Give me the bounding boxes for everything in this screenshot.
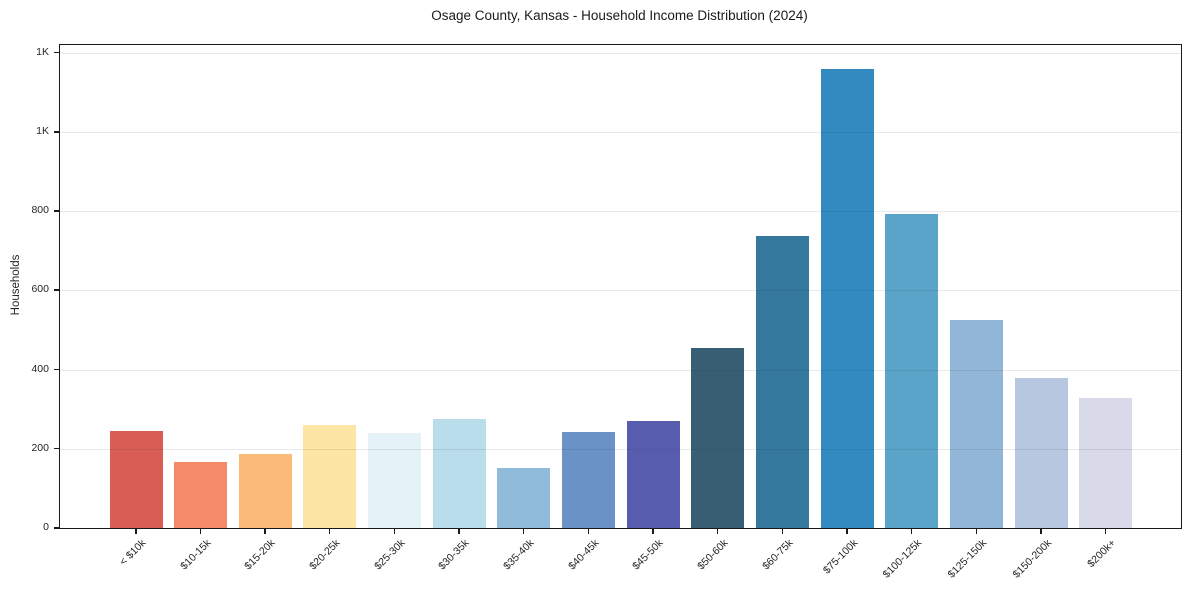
x-tick-mark (846, 528, 848, 534)
bar (368, 432, 422, 528)
x-tick-label-text: $100-125k (880, 537, 925, 581)
bar (820, 68, 874, 528)
y-tick-label: 400 (31, 362, 49, 375)
y-tick-mark (54, 368, 59, 371)
gridline (60, 448, 1181, 450)
x-tick-mark (264, 528, 266, 534)
bar (303, 425, 357, 528)
x-tick-label-text: $25-30k (371, 537, 408, 573)
bar (756, 236, 810, 528)
x-tick-label-text: $150-200k (1010, 537, 1054, 581)
gridline (60, 290, 1181, 292)
y-tick-mark (54, 131, 59, 133)
x-tick-label-text: $40-45k (565, 537, 602, 573)
gridline (60, 132, 1181, 134)
bar (497, 467, 551, 528)
x-tick-mark (910, 528, 913, 534)
chart-title: Osage County, Kansas - Household Income … (431, 8, 808, 23)
x-tick-mark (781, 528, 784, 534)
x-tick-label-text: $200k+ (1085, 537, 1119, 571)
x-tick-mark (458, 528, 460, 534)
x-tick-mark (135, 528, 137, 534)
x-tick-mark (1040, 528, 1042, 534)
y-tick-label: 800 (31, 204, 49, 217)
x-tick-mark (716, 528, 719, 534)
x-tick-label-text: $75-100k (820, 537, 860, 577)
x-tick-label-text: $30-35k (436, 537, 472, 573)
y-tick-mark (54, 210, 59, 212)
x-tick-mark (975, 528, 978, 534)
x-tick-label-text: $15-20k (242, 537, 278, 573)
bar (1079, 398, 1133, 528)
bar (109, 431, 163, 528)
y-tick-label: 1K (36, 125, 49, 138)
x-tick-label-text: $50-60k (695, 537, 731, 573)
x-tick-mark (199, 528, 202, 534)
x-tick-label-text: $10-15k (177, 537, 214, 573)
x-tick-mark (393, 528, 396, 534)
y-tick-mark (54, 51, 59, 54)
y-tick-label: 600 (31, 283, 49, 296)
bar (626, 421, 680, 528)
bar (691, 347, 745, 528)
y-tick-label: 0 (43, 521, 49, 533)
x-tick-mark (587, 528, 590, 534)
x-tick-mark (1104, 528, 1107, 534)
y-tick-label: 1K (36, 45, 49, 58)
x-tick-label-text: $125-150k (945, 537, 990, 581)
bar (950, 320, 1004, 528)
gridline (60, 52, 1181, 54)
bar (238, 453, 292, 528)
x-tick-mark (328, 528, 331, 534)
gridline (60, 211, 1181, 213)
x-tick-label-text: $45-50k (630, 537, 666, 573)
plot-area (59, 44, 1182, 529)
gridline (60, 369, 1181, 371)
y-tick-mark (54, 527, 59, 529)
y-tick-mark (54, 447, 59, 450)
x-tick-label-text: $35-40k (501, 537, 537, 573)
x-tick-label-text: $20-25k (307, 537, 343, 573)
bar (432, 419, 486, 528)
y-tick-label: 200 (31, 441, 49, 454)
bar (885, 214, 939, 528)
x-tick-label-text: $60-75k (759, 537, 796, 573)
bar (174, 461, 228, 528)
x-tick-mark (652, 528, 654, 534)
x-tick-mark (522, 528, 525, 534)
bar (562, 431, 616, 528)
y-tick-mark (54, 289, 59, 291)
bar (1014, 377, 1068, 528)
x-tick-label-text: < $10k (117, 537, 149, 568)
